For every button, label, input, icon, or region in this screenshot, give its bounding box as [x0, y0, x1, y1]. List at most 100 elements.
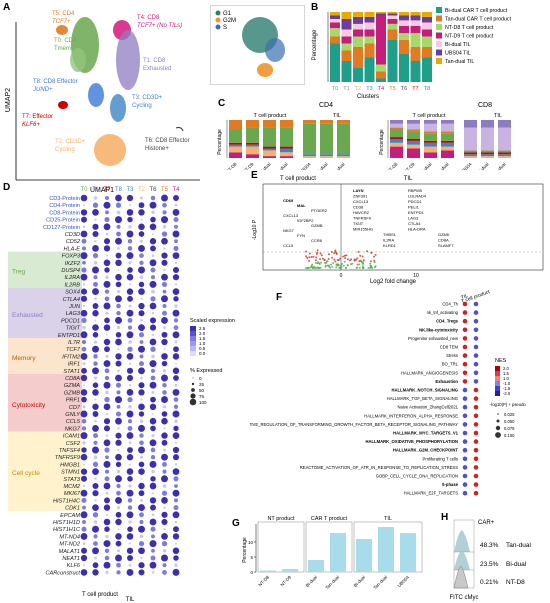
e-point — [348, 259, 351, 262]
b-bar-seg — [410, 26, 421, 33]
d-dot — [128, 404, 132, 409]
b-bar-seg — [410, 33, 421, 47]
d-dot — [172, 331, 180, 339]
c-cd8-bar-seg — [464, 152, 477, 155]
e-point — [314, 259, 317, 262]
d-dot — [115, 194, 122, 202]
f-dot-til — [462, 465, 468, 470]
d-dot — [104, 289, 110, 294]
c-cd4-bar-seg — [263, 127, 276, 147]
d-dot — [81, 216, 87, 223]
d-dot — [80, 453, 88, 461]
d-dot — [92, 288, 99, 296]
e-point — [305, 250, 308, 253]
f-p-dot — [496, 419, 500, 423]
d-dot — [103, 460, 111, 468]
d-dot — [149, 324, 157, 331]
d-row-label: CD3D — [65, 232, 80, 238]
g-ylabel: Percentage — [242, 537, 248, 563]
e-point — [327, 258, 330, 261]
e-label-left: CXCL13 — [283, 213, 299, 218]
g-xtick: UBS04 — [396, 574, 410, 588]
d-dot — [126, 533, 134, 540]
d-dot — [149, 360, 157, 368]
e-point — [306, 266, 309, 269]
d-dot — [127, 526, 133, 532]
d-dot — [94, 240, 97, 243]
d-dot — [140, 319, 143, 322]
d-col-header: T4 — [172, 187, 180, 193]
c-cd8-bar-seg — [390, 139, 403, 143]
d-dot — [126, 252, 134, 260]
e-point — [328, 264, 331, 267]
d-dot — [172, 252, 180, 259]
e-point — [339, 257, 342, 260]
e-label-left: NKG7 — [283, 228, 295, 233]
f-dot-product — [473, 447, 479, 453]
c-cd4-bar-seg — [229, 142, 242, 145]
d-dot — [173, 318, 179, 323]
d-dot — [103, 259, 111, 267]
d-dot — [80, 569, 88, 576]
d-dot — [161, 490, 168, 496]
d-dot — [129, 204, 131, 207]
d-dot — [150, 476, 156, 482]
d-dot — [172, 266, 180, 274]
f-dot-til — [462, 336, 468, 341]
b-legend-label: Tan-dual CAR T cell product — [445, 17, 512, 23]
f-dot-til — [462, 482, 468, 487]
e-point — [334, 260, 337, 263]
b-legend-swatch — [436, 15, 442, 22]
f-dot-til — [462, 379, 468, 384]
d-dot — [149, 338, 157, 346]
d-dot — [161, 453, 168, 461]
b-bar-seg — [399, 40, 409, 54]
d-dot — [103, 482, 111, 490]
d-dot — [128, 563, 132, 567]
d-dot — [104, 267, 110, 273]
b-bar-seg — [399, 12, 409, 16]
g-ytick-label: 0 — [250, 570, 253, 575]
d-dot — [138, 504, 145, 512]
f-dot-til — [462, 327, 468, 333]
e-point — [306, 257, 309, 259]
d-dot — [115, 316, 122, 324]
d-dot — [126, 288, 134, 295]
f-p-dot — [497, 413, 499, 415]
g-xtick: NT-D8 — [257, 574, 270, 587]
c-cd8-bar-seg — [424, 131, 437, 134]
d-dot — [172, 511, 180, 519]
panel-c-chart: CD4 CD8 T cell product TIL T cell produc… — [217, 102, 511, 170]
c-cd4-xtick: Bi-dual — [315, 162, 328, 170]
d-dot — [174, 340, 178, 344]
d-dot — [138, 324, 145, 332]
d-dot — [80, 475, 88, 482]
f-dot-til — [462, 396, 468, 401]
d-dot — [175, 542, 177, 545]
d-row-label: SOX4 — [65, 290, 80, 296]
c-cd4-bar-seg — [246, 154, 259, 158]
d-band — [8, 251, 82, 288]
d-dot — [80, 532, 88, 540]
f-row-label: nk_tnf_activating — [427, 310, 459, 315]
c-cd4-bar-seg — [280, 156, 293, 158]
d-dot — [161, 411, 168, 417]
b-legend-swatch — [436, 49, 442, 56]
e-point — [337, 259, 340, 262]
e-point — [318, 262, 321, 265]
d-dot — [104, 526, 110, 532]
d-dot — [162, 405, 167, 409]
c-cd4-bar-seg — [280, 127, 293, 147]
c-cd8-bar-seg — [424, 123, 437, 132]
svg-text:TIL: TIL — [404, 176, 413, 182]
c-cd8-bar-seg — [498, 127, 511, 151]
d-dot — [82, 484, 86, 488]
f-row-label: BO_TRL — [442, 362, 459, 367]
umap-cluster-t0 — [70, 17, 99, 73]
e-label-right: ENTPD1 — [408, 210, 425, 215]
d-dot — [140, 398, 143, 401]
d-pct-dot — [191, 388, 195, 392]
g-group-label: NT product — [267, 516, 295, 522]
e-point — [356, 257, 359, 260]
d-dot — [161, 360, 168, 367]
